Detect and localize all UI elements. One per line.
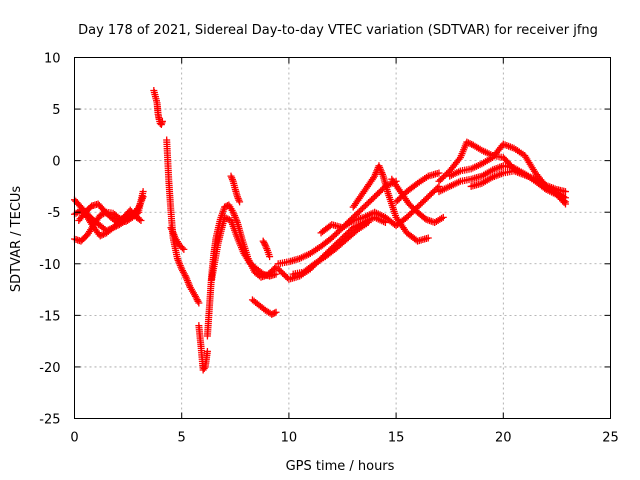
data-point: [136, 215, 144, 223]
data-point: [96, 211, 104, 219]
x-tick-label: 15: [388, 431, 405, 446]
x-tick-label: 10: [281, 431, 298, 446]
data-point: [364, 219, 372, 227]
data-point: [435, 169, 443, 177]
data-point: [271, 309, 279, 317]
data-point: [98, 231, 106, 239]
data-point: [424, 234, 432, 242]
series-arc-10: [208, 213, 280, 283]
data-point: [139, 193, 147, 201]
data-point: [180, 245, 188, 253]
data-point: [200, 364, 208, 372]
data-point: [463, 138, 471, 146]
data-point: [234, 194, 242, 202]
data-point: [272, 270, 280, 278]
series-arc-24: [467, 167, 569, 196]
ticks-layer: [74, 57, 611, 419]
x-axis-label: GPS time / hours: [286, 459, 395, 474]
data-point: [222, 214, 230, 222]
data-point: [181, 272, 189, 280]
series-arc-16: [289, 219, 372, 278]
y-tick-label: -15: [39, 309, 60, 324]
series-arc-5: [150, 87, 166, 129]
x-tick-label: 5: [178, 431, 186, 446]
series-arc-18: [349, 162, 432, 245]
series-arc-12: [248, 296, 280, 318]
plot-frame: [74, 57, 611, 419]
y-tick-label: -10: [39, 258, 60, 273]
grid-layer: [74, 57, 611, 419]
y-tick-label: -20: [39, 361, 60, 376]
data-point: [109, 224, 117, 232]
data-point: [561, 188, 569, 196]
data-point: [466, 140, 474, 148]
data-point: [111, 223, 119, 231]
data-point: [560, 198, 568, 206]
data-point: [455, 155, 463, 163]
data-point: [228, 176, 236, 184]
y-tick-label: 10: [44, 52, 61, 67]
points-layer: [71, 87, 569, 374]
x-tick-label: 25: [602, 431, 619, 446]
data-point: [272, 308, 280, 316]
series-arc-11: [227, 172, 244, 206]
data-point: [158, 117, 166, 125]
data-point: [271, 264, 279, 272]
data-point: [221, 213, 229, 221]
data-point: [194, 297, 202, 305]
tick-labels-layer: 0 5 10 15 20 25 10 5 0 -5 -10 -15 -20 -25: [39, 52, 619, 446]
series-arc-4: [75, 200, 145, 227]
data-point: [96, 232, 104, 240]
series-arc-6: [163, 136, 203, 307]
data-point: [439, 213, 447, 221]
series-arc-8: [195, 322, 211, 374]
y-tick-label: -5: [48, 206, 61, 221]
y-tick-label: 5: [52, 103, 60, 118]
data-point: [236, 198, 244, 206]
series-arc-15: [274, 177, 400, 268]
series-arc-7: [167, 224, 188, 253]
data-point: [137, 216, 145, 224]
x-tick-label: 0: [70, 431, 78, 446]
data-point: [561, 200, 569, 208]
y-tick-label: -25: [39, 413, 60, 428]
series-arc-13: [259, 237, 274, 261]
data-point: [99, 230, 107, 238]
series-arc-20: [392, 169, 443, 206]
y-axis-label: SDTVAR / TECUs: [9, 186, 24, 293]
data-point: [135, 208, 143, 216]
data-point: [464, 139, 472, 147]
x-tick-label: 20: [495, 431, 512, 446]
chart-title: Day 178 of 2021, Sidereal Day-to-day VTE…: [78, 23, 598, 38]
data-point: [203, 347, 211, 355]
data-point: [178, 244, 186, 252]
data-point: [195, 299, 203, 307]
data-point: [224, 215, 232, 223]
y-tick-label: 0: [52, 155, 60, 170]
data-point: [261, 240, 269, 248]
data-point: [266, 253, 274, 261]
